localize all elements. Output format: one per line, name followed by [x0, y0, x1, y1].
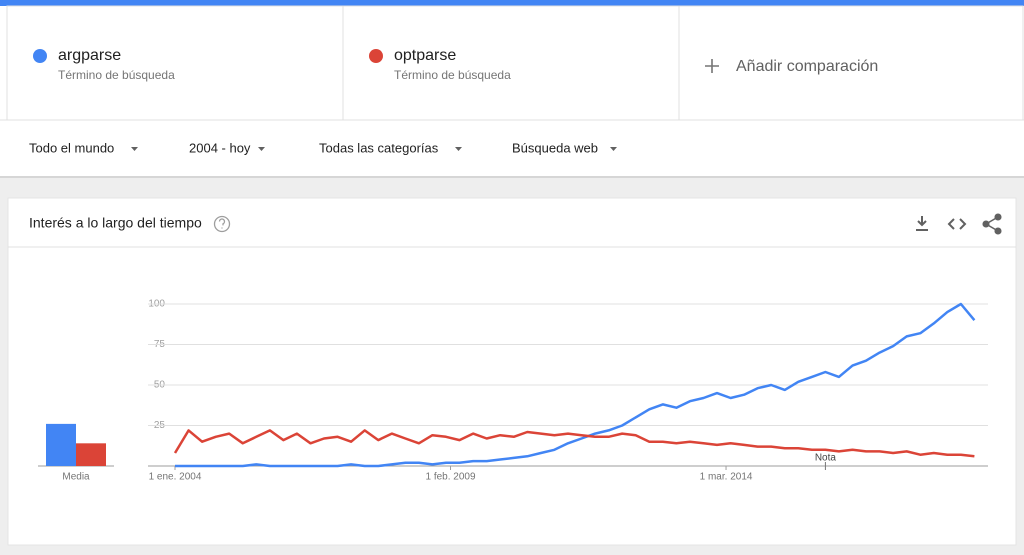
dropdown-arrow [131, 147, 138, 151]
series-line [175, 302, 976, 468]
share-icon[interactable] [982, 213, 1002, 235]
term-dot [369, 49, 383, 63]
dropdown-arrow [610, 147, 617, 151]
plus-icon [705, 59, 719, 73]
card-title: Interés a lo largo del tiempo [29, 215, 202, 231]
dropdown-arrow [455, 147, 462, 151]
x-tick-label: 1 ene. 2004 [149, 472, 202, 483]
help-icon[interactable] [213, 215, 231, 233]
term-subtitle: Término de búsqueda [58, 68, 175, 82]
filter[interactable]: Todo el mundo [29, 140, 114, 155]
help-glyph [218, 218, 226, 229]
series-line [173, 429, 975, 458]
term-box[interactable] [6, 5, 344, 121]
card [7, 197, 1017, 546]
add-box[interactable] [678, 5, 1024, 121]
filter[interactable]: 2004 - hoy [189, 140, 251, 155]
x-tick-label: 1 feb. 2009 [425, 472, 475, 483]
embed-icon[interactable] [947, 218, 967, 230]
average-bar [76, 443, 106, 466]
download-icon[interactable] [916, 216, 928, 231]
term-dot [33, 49, 47, 63]
average-label: Media [62, 472, 90, 483]
term-name: optparse [394, 47, 456, 64]
annotation: Nota [815, 453, 837, 464]
average-bar [46, 423, 76, 466]
term-subtitle: Término de búsqueda [394, 68, 511, 82]
top-bar [0, 0, 1024, 6]
filter[interactable]: Búsqueda web [512, 140, 598, 155]
shadow [0, 176, 1024, 178]
dropdown-arrow [258, 147, 265, 151]
add-comparison[interactable]: Añadir comparación [736, 58, 878, 75]
x-tick-label: 1 mar. 2014 [700, 472, 753, 483]
filter[interactable]: Todas las categorías [319, 140, 439, 155]
term-name: argparse [58, 47, 121, 64]
